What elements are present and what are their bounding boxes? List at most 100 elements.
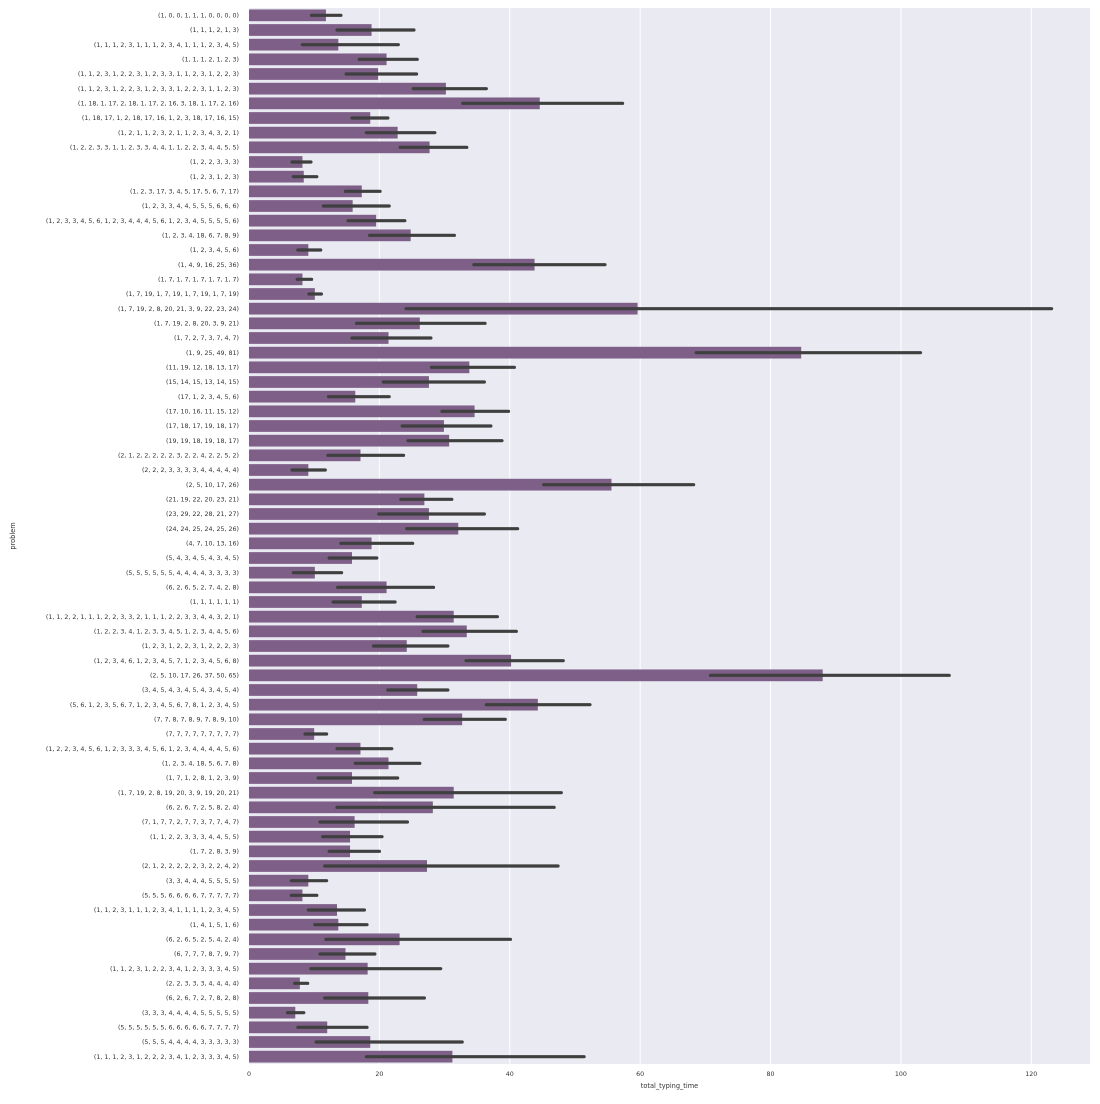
bar xyxy=(249,1036,371,1048)
bar xyxy=(249,38,339,51)
y-tick-label: (7, 7, 7, 7, 7, 7, 7, 7, 7) xyxy=(166,731,239,738)
y-tick-label: (1, 2, 3, 4, 5, 6) xyxy=(190,247,239,254)
y-tick-label: (1, 4, 1, 5, 1, 6) xyxy=(190,922,239,929)
y-tick-label: (1, 0, 0, 1, 1, 1, 0, 0, 0, 0) xyxy=(158,13,239,20)
y-tick-label: (1, 2, 2, 3, 4, 5, 6, 1, 2, 3, 3, 3, 4, … xyxy=(46,746,239,753)
y-tick-label: (1, 1, 1, 2, 3, 1, 2, 2, 2, 3, 4, 1, 2, … xyxy=(94,1054,239,1061)
y-tick-label: (5, 5, 5, 6, 6, 6, 6, 7, 7, 7, 7, 7) xyxy=(142,893,239,900)
y-tick-label: (2, 2, 2, 3, 3, 3, 3, 4, 4, 4, 4, 4) xyxy=(142,467,239,474)
y-tick-label: (1, 7, 1, 2, 8, 1, 2, 3, 9) xyxy=(166,775,239,782)
bar xyxy=(249,874,309,887)
bar xyxy=(249,273,303,286)
x-tick-label: 80 xyxy=(767,1071,775,1078)
bar xyxy=(249,742,361,755)
bar xyxy=(249,405,475,418)
y-tick-label: (1, 1, 1, 2, 3, 1, 1, 1, 2, 3, 4, 1, 1, … xyxy=(94,42,239,49)
y-tick-label: (3, 4, 5, 4, 3, 4, 5, 4, 3, 4, 5, 4) xyxy=(142,687,239,694)
bar xyxy=(249,640,407,652)
y-tick-label: (1, 7, 2, 7, 3, 7, 4, 7) xyxy=(174,335,239,342)
y-tick-label: (1, 2, 3, 1, 2, 3) xyxy=(190,174,239,181)
y-tick-label: (17, 1, 2, 3, 4, 5, 6) xyxy=(178,394,239,401)
bar xyxy=(249,757,389,770)
bar xyxy=(249,537,372,550)
bar xyxy=(249,390,356,403)
y-tick-label: (2, 2, 3, 3, 3, 4, 4, 4, 4) xyxy=(166,981,239,988)
bar xyxy=(249,830,351,843)
y-tick-label: (7, 1, 7, 7, 2, 7, 7, 3, 7, 7, 4, 7) xyxy=(142,819,239,826)
y-tick-label: (1, 2, 2, 3, 3, 1, 1, 2, 3, 3, 4, 4, 1, … xyxy=(70,145,239,152)
y-tick-label: (5, 5, 5, 4, 4, 4, 4, 3, 3, 3, 3, 3) xyxy=(142,1039,239,1046)
bar xyxy=(249,772,353,784)
bar xyxy=(249,493,425,506)
bar xyxy=(249,229,411,242)
y-tick-label: (1, 1, 2, 3, 1, 2, 2, 3, 4, 1, 2, 3, 3, … xyxy=(110,966,239,973)
bar xyxy=(249,24,372,36)
y-tick-label: (1, 1, 2, 3, 1, 2, 2, 3, 1, 2, 3, 3, 1, … xyxy=(78,71,239,78)
y-tick-label: (17, 18, 17, 19, 18, 17) xyxy=(166,423,239,430)
y-tick-label: (1, 4, 9, 16, 25, 36) xyxy=(178,262,239,269)
y-tick-label: (1, 7, 19, 2, 8, 20, 21, 3, 9, 22, 23, 2… xyxy=(118,306,239,313)
y-tick-label: (1, 2, 3, 3, 4, 4, 5, 5, 5, 6, 6, 6) xyxy=(142,203,239,210)
x-tick-label: 120 xyxy=(1025,1071,1037,1078)
y-tick-label: (3, 3, 4, 4, 4, 5, 5, 5, 5) xyxy=(166,878,239,885)
bar xyxy=(249,933,400,946)
bar xyxy=(249,170,304,183)
bar xyxy=(249,112,371,124)
bar xyxy=(249,464,309,476)
bar xyxy=(249,508,429,520)
x-tick-labels: 0 20 40 60 80 100 120 xyxy=(247,1071,1037,1078)
bar xyxy=(249,948,346,960)
y-tick-label: (1, 18, 17, 1, 2, 18, 17, 16, 1, 2, 3, 1… xyxy=(82,115,239,122)
bar xyxy=(249,654,512,667)
y-tick-label: (6, 2, 6, 7, 2, 7, 8, 2, 8) xyxy=(166,995,239,1002)
bar xyxy=(249,288,315,300)
y-tick-label: (5, 5, 5, 5, 5, 5, 6, 6, 6, 6, 6, 7, 7, … xyxy=(118,1025,239,1032)
x-tick-label: 40 xyxy=(506,1071,514,1078)
bar xyxy=(249,552,353,564)
bar xyxy=(249,566,315,579)
y-axis-label: problem xyxy=(9,522,17,549)
y-tick-label: (1, 7, 19, 2, 8, 20, 3, 9, 21) xyxy=(154,321,239,328)
bar xyxy=(249,68,379,80)
bar xyxy=(249,97,540,110)
bar xyxy=(249,1050,453,1063)
y-tick-label: (2, 5, 10, 17, 26, 37, 50, 65) xyxy=(150,673,239,680)
bar xyxy=(249,317,420,330)
y-tick-label: (1, 1, 2, 2, 3, 3, 3, 4, 4, 5, 5) xyxy=(150,834,239,841)
bar xyxy=(249,786,454,799)
y-tick-label: (1, 2, 3, 4, 18, 5, 6, 7, 8) xyxy=(162,761,239,768)
bar xyxy=(249,420,444,432)
bar xyxy=(249,698,538,711)
bar xyxy=(249,185,362,198)
y-tick-label: (1, 1, 2, 3, 1, 2, 2, 3, 1, 2, 3, 3, 1, … xyxy=(78,86,239,93)
bar xyxy=(249,434,450,447)
error-bars xyxy=(285,13,1054,1059)
y-tick-label: (1, 2, 3, 3, 4, 5, 6, 1, 2, 3, 4, 4, 4, … xyxy=(46,218,239,225)
plot-area xyxy=(249,8,1090,1064)
bar xyxy=(249,845,351,858)
y-tick-label: (5, 5, 5, 5, 5, 5, 4, 4, 4, 4, 3, 3, 3, … xyxy=(126,570,239,577)
y-tick-label: (1, 2, 1, 1, 2, 3, 2, 1, 1, 2, 3, 4, 3, … xyxy=(118,130,239,137)
bar xyxy=(249,361,470,374)
bar xyxy=(249,1021,328,1034)
bar xyxy=(249,977,300,990)
bar xyxy=(249,669,823,682)
bar xyxy=(249,918,339,931)
y-tick-label: (19, 19, 18, 19, 18, 17) xyxy=(166,438,239,445)
y-tick-label: (6, 7, 7, 7, 8, 7, 9, 7) xyxy=(174,951,239,958)
bar xyxy=(249,82,446,95)
grid-lines xyxy=(248,8,1032,1064)
y-tick-label: (2, 5, 10, 17, 26) xyxy=(186,482,239,489)
y-tick-label: (6, 2, 6, 5, 2, 5, 4, 2, 4) xyxy=(166,937,239,944)
bar xyxy=(249,625,467,638)
bar xyxy=(249,610,454,623)
bar xyxy=(249,141,430,154)
x-tick-label: 60 xyxy=(636,1071,644,1078)
bar xyxy=(249,1006,296,1019)
bar xyxy=(249,449,361,462)
y-tick-label: (7, 7, 8, 7, 8, 9, 7, 8, 9, 10) xyxy=(154,717,239,724)
y-tick-label: (1, 7, 19, 1, 7, 19, 1, 7, 19, 1, 7, 19) xyxy=(126,291,239,298)
bar xyxy=(249,9,326,22)
